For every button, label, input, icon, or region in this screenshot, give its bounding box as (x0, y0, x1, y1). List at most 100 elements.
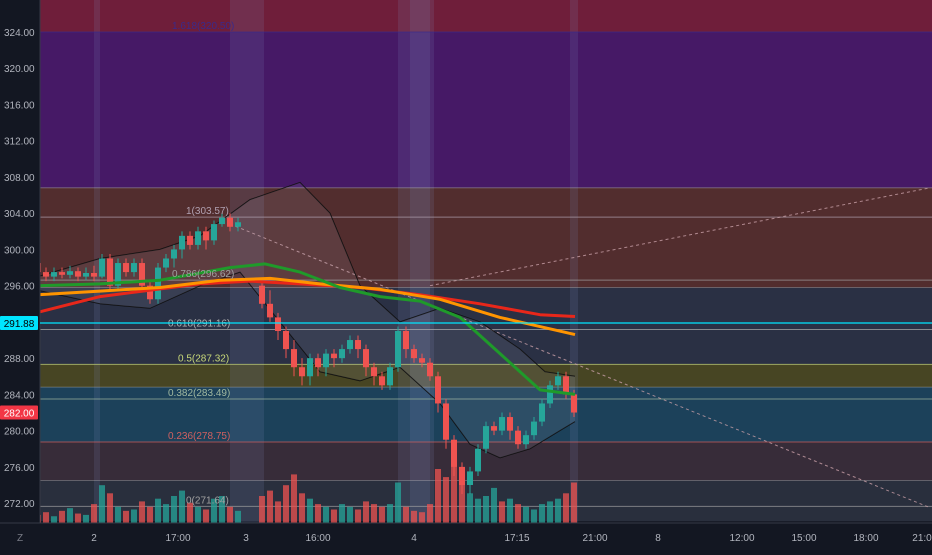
y-tick-label: 324.00 (4, 28, 35, 39)
price-tags: 291.88 282.00 (0, 316, 932, 420)
candle-body (307, 358, 313, 377)
candle-body (443, 403, 449, 440)
candle-body (115, 263, 121, 286)
candle-body (83, 272, 89, 277)
candle-body (451, 439, 457, 467)
x-tick-label: 21:00 (582, 533, 607, 544)
candle-body (187, 235, 193, 245)
trendlines (229, 187, 931, 509)
candle-body (475, 448, 481, 472)
moving-averages (0, 262, 576, 396)
y-axis: 324.00 320.00 316.00 312.00 308.00 304.00 300.… (0, 0, 41, 550)
volume-bar (411, 510, 417, 523)
x-tick-label: 15:00 (791, 533, 816, 544)
volume-bar (355, 509, 361, 523)
volume-bar (483, 496, 489, 523)
x-tick-label: 18:00 (853, 533, 878, 544)
candle-body (179, 235, 185, 250)
candle-body (483, 426, 489, 449)
fib-zone (40, 0, 932, 32)
price-tag (0, 405, 38, 420)
price-tag-label: 291.88 (4, 319, 35, 330)
candle-body (403, 330, 409, 350)
candle-body (75, 271, 81, 277)
price-tag (0, 316, 38, 331)
y-tick-label: 280.00 (4, 427, 35, 438)
volume-bar (139, 501, 145, 523)
candle-body (387, 367, 393, 386)
volume-bar (59, 510, 65, 523)
x-tick-label: 4 (411, 533, 417, 544)
volume-bar (211, 498, 217, 523)
volume-bar (179, 490, 185, 523)
candle-body (339, 349, 345, 359)
volume-bar (99, 485, 105, 523)
candle-body (259, 285, 265, 304)
candle-body (563, 376, 569, 395)
candle-body (507, 417, 513, 431)
x-tick-label: 12:00 (729, 533, 754, 544)
candle-body (107, 258, 113, 286)
y-tick-label: 284.00 (4, 390, 35, 401)
volume-bar (555, 498, 561, 523)
candle-body (59, 272, 65, 275)
volume-bar (219, 496, 225, 523)
candle-body (219, 217, 225, 225)
volume-bar (323, 506, 329, 523)
fib-level-label: 1(303.57) (186, 206, 229, 217)
y-tick-label: 288.00 (4, 354, 35, 365)
volume-bar (307, 498, 313, 523)
x-tick-label: 16:00 (305, 533, 330, 544)
bollinger-lower (37, 271, 576, 459)
volume-bars (35, 458, 577, 523)
volume-bar (475, 498, 481, 523)
volume-bar (451, 458, 457, 523)
candle-body (347, 340, 353, 350)
fib-lines (40, 31, 932, 507)
session-band (230, 0, 264, 523)
volume-bar (259, 496, 265, 523)
volume-bar (443, 477, 449, 523)
volume-bar (107, 493, 113, 523)
y-tick-label: 312.00 (4, 137, 35, 148)
x-axis-background (0, 523, 932, 550)
y-tick-label: 296.00 (4, 282, 35, 293)
y-tick-label: 320.00 (4, 64, 35, 75)
x-tick-label: 21:0 (912, 533, 932, 544)
candle-body (139, 263, 145, 286)
candle-body (275, 317, 281, 331)
y-tick-label: 272.00 (4, 499, 35, 510)
volume-bar (531, 509, 537, 523)
volume-bar (315, 504, 321, 523)
volume-bar (147, 506, 153, 523)
fib-zone (40, 364, 932, 388)
x-tick-label: 2 (91, 533, 97, 544)
x-tick-label: 8 (655, 533, 661, 544)
volume-bar (283, 485, 289, 523)
volume-bar (347, 506, 353, 523)
volume-bar (91, 504, 97, 523)
candle-body (419, 358, 425, 363)
volume-bar (467, 493, 473, 523)
volume-bar (163, 504, 169, 523)
candle-body (363, 349, 369, 368)
moving-average-line (37, 262, 576, 396)
candle-body (283, 330, 289, 350)
candle-body (91, 272, 97, 277)
volume-bar (291, 474, 297, 523)
volume-bar (123, 510, 129, 523)
volume-bar (395, 482, 401, 523)
candle-body (467, 471, 473, 485)
volume-bar (83, 514, 89, 523)
volume-bar (547, 501, 553, 523)
volume-bar (155, 498, 161, 523)
candle-body (99, 258, 105, 277)
candle-body (43, 272, 49, 277)
volume-bar (371, 504, 377, 523)
candle-body (131, 263, 137, 273)
candle-body (235, 222, 241, 227)
session-band (398, 0, 434, 523)
volume-bar (331, 509, 337, 523)
bollinger-upper (37, 181, 576, 377)
